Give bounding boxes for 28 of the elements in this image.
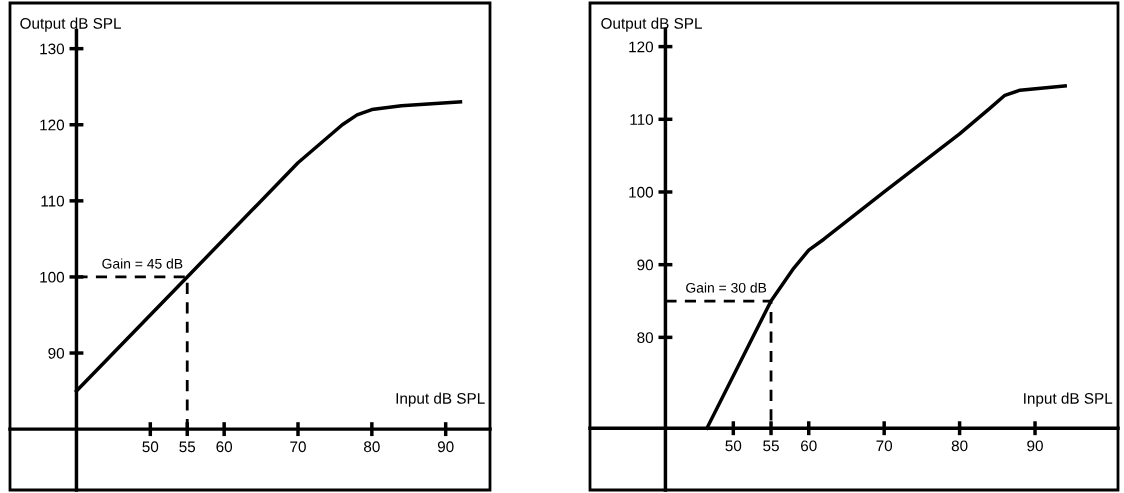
x-tick-label: 55: [763, 440, 779, 452]
x-tick-label: 60: [216, 441, 233, 453]
x-axis-title: Input dB SPL: [1024, 392, 1113, 407]
y-axis-title: Output dB SPL: [20, 17, 122, 32]
y-tick-label: 120: [40, 119, 65, 131]
x-tick-label: 90: [437, 441, 454, 453]
x-tick-label: 70: [290, 441, 306, 453]
y-tick-label: 90: [48, 347, 65, 359]
x-axis-title: Input dB SPL: [396, 392, 485, 407]
annotation: Gain = 30 dB: [686, 282, 767, 293]
x-tick-label: 50: [725, 440, 742, 452]
x-tick-label: 80: [951, 440, 968, 452]
y-tick-label: 130: [40, 43, 65, 55]
y-tick-label: 110: [41, 195, 65, 207]
x-tick-label: 60: [801, 440, 817, 452]
x-tick-label: 50: [142, 441, 159, 453]
annotation: Gain = 45 dB: [102, 258, 183, 269]
y-tick-label: 110: [630, 114, 654, 125]
y-tick-label: 120: [629, 41, 654, 53]
y-tick-label: 100: [629, 186, 654, 198]
x-tick-label: 70: [876, 440, 893, 452]
x-tick-label: 90: [1027, 440, 1043, 452]
x-tick-label: 55: [179, 441, 196, 453]
y-tick-label: 80: [637, 332, 654, 344]
y-tick-label: 100: [40, 271, 65, 283]
y-axis-title: Output dB SPL: [601, 17, 702, 32]
y-tick-label: 90: [637, 259, 654, 271]
x-tick-label: 80: [364, 441, 380, 453]
